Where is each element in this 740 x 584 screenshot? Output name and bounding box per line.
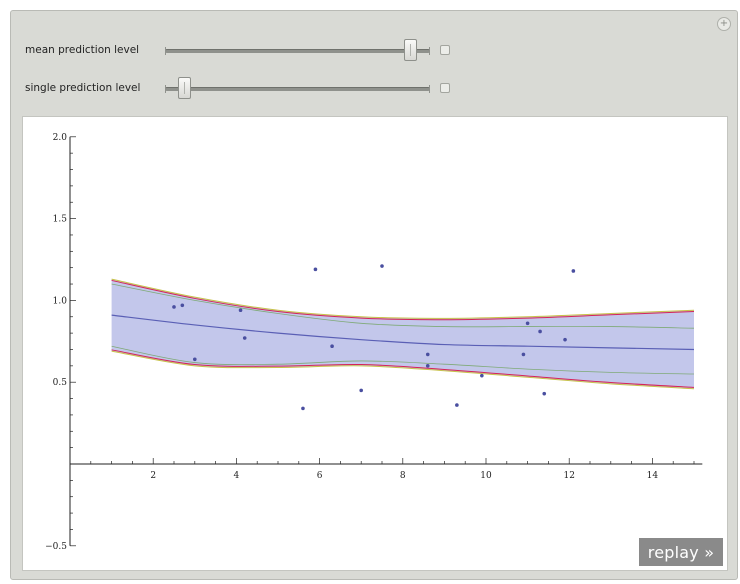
data-point: [172, 305, 176, 309]
regression-center-line: [111, 314, 695, 351]
single-prediction-slider-track[interactable]: [165, 85, 430, 93]
single-prediction-control: single prediction level: [25, 77, 465, 99]
mean-prediction-control: mean prediction level: [25, 39, 465, 61]
data-point: [538, 329, 542, 334]
y-tick-label: −0.5: [45, 542, 67, 552]
y-tick-label: 2.0: [53, 133, 68, 143]
mean-prediction-slider-thumb[interactable]: [404, 39, 418, 61]
plot-area: 2 4 6 8 10 12 14 −0.5 0.5 1.0 1.5 2.0 replay »: [22, 116, 728, 571]
mean-lower-red-line: [111, 349, 695, 388]
single-prediction-label: single prediction level: [25, 82, 141, 94]
data-point: [193, 357, 197, 362]
mean-upper-red-line: [111, 279, 695, 321]
single-prediction-plus-icon[interactable]: [440, 83, 450, 93]
single-lower-line: [111, 345, 695, 375]
x-tick-label: 2: [150, 471, 156, 481]
x-tick-label: 8: [400, 471, 406, 481]
data-point: [380, 264, 384, 268]
data-point: [542, 391, 547, 396]
x-tick-label: 4: [234, 471, 240, 481]
data-point: [238, 308, 243, 313]
manipulate-panel: + mean prediction level single predictio…: [10, 10, 738, 580]
single-prediction-slider-thumb[interactable]: [177, 77, 191, 99]
y-tick-label: 1.0: [53, 296, 68, 306]
data-point: [425, 364, 430, 368]
data-point: [330, 344, 334, 349]
data-point: [480, 373, 484, 378]
mean-prediction-label: mean prediction level: [25, 44, 140, 56]
data-point: [525, 321, 530, 326]
x-tick-label: 14: [647, 471, 659, 481]
options-plus-icon[interactable]: +: [717, 17, 731, 31]
data-point: [455, 403, 459, 407]
y-tick-label: 0.5: [53, 378, 68, 388]
data-point: [563, 337, 567, 342]
data-point: [521, 352, 526, 357]
x-tick-label: 6: [317, 471, 323, 481]
replay-button[interactable]: replay »: [639, 538, 723, 566]
mean-prediction-slider-track[interactable]: [165, 47, 430, 55]
x-tick-label: 10: [480, 471, 492, 481]
mean-prediction-plus-icon[interactable]: [440, 45, 450, 55]
mean-upper-line: [111, 278, 695, 319]
y-tick-label: 1.5: [53, 215, 68, 225]
data-point: [571, 269, 576, 273]
data-point: [359, 388, 364, 393]
data-point: [301, 406, 305, 411]
data-point: [425, 352, 430, 357]
x-tick-label: 12: [563, 471, 574, 481]
data-point: [180, 303, 185, 308]
data-point: [313, 267, 318, 272]
single-upper-line: [111, 283, 695, 329]
prediction-band-fill: [111, 279, 695, 389]
mean-lower-line: [111, 350, 695, 390]
prediction-band-chart: 2 4 6 8 10 12 14 −0.5 0.5 1.0 1.5 2.0: [45, 133, 703, 552]
data-point: [242, 336, 247, 340]
